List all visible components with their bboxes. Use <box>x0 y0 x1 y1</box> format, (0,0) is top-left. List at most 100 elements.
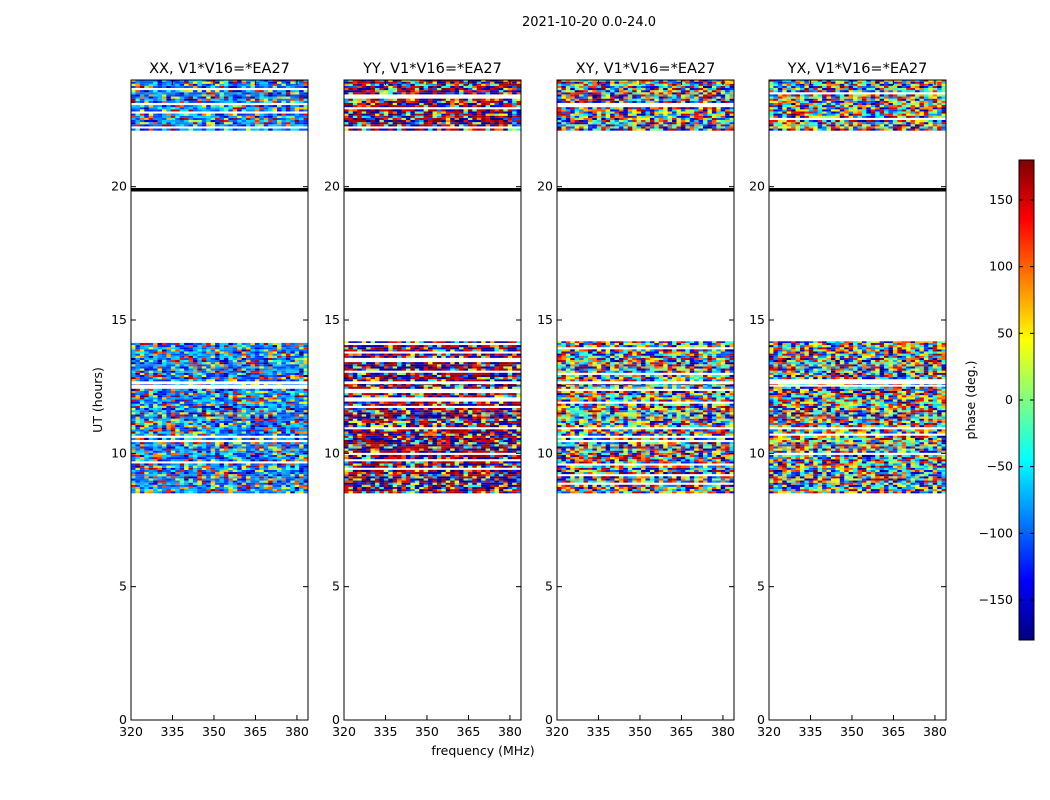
heatmap-cell <box>254 465 260 468</box>
heatmap-cell <box>285 459 291 462</box>
heatmap-cell <box>215 364 220 367</box>
heatmap-cell <box>179 480 185 483</box>
heatmap-cell <box>454 484 460 487</box>
heatmap-cell <box>272 96 278 99</box>
heatmap-cell <box>197 364 203 367</box>
heatmap-cell <box>463 480 469 483</box>
heatmap-cell <box>263 117 269 120</box>
heatmap-cell <box>215 397 220 400</box>
heatmap-cell <box>192 444 198 447</box>
heatmap-cell <box>357 461 362 464</box>
heatmap-cell <box>188 384 194 385</box>
heatmap-cell <box>454 461 460 464</box>
heatmap-cell <box>161 113 167 116</box>
heatmap-cell <box>188 472 194 475</box>
heatmap-cell <box>192 476 198 479</box>
heatmap-cell <box>246 366 251 369</box>
heatmap-cell <box>201 105 207 108</box>
heatmap-cell <box>179 368 185 371</box>
heatmap-cell <box>383 410 389 413</box>
heatmap-cell <box>459 416 464 419</box>
heatmap-cell <box>131 107 136 110</box>
heatmap-cell <box>290 342 296 346</box>
heatmap-cell <box>157 377 163 380</box>
heatmap-cell <box>374 469 380 472</box>
heatmap-cell <box>228 395 234 398</box>
heatmap-cell <box>228 122 234 125</box>
heatmap-cell <box>210 437 216 440</box>
heatmap-cell <box>366 486 371 490</box>
heatmap-cell <box>352 474 358 477</box>
heatmap-cell <box>281 418 287 421</box>
heatmap-cell <box>472 480 478 483</box>
heatmap-cell <box>139 377 145 380</box>
heatmap-cell <box>179 463 185 466</box>
heatmap-cell <box>294 342 300 346</box>
heatmap-cell <box>476 478 482 481</box>
heatmap-cell <box>215 357 220 360</box>
heatmap-cell <box>232 399 238 402</box>
heatmap-cell <box>237 478 242 481</box>
heatmap-cell <box>290 355 296 358</box>
heatmap-cell <box>379 486 385 490</box>
heatmap-cell <box>299 105 304 108</box>
heatmap-cell <box>361 461 367 464</box>
heatmap-cell <box>294 370 300 373</box>
heatmap-cell <box>161 92 167 95</box>
heatmap-cell <box>223 374 229 378</box>
heatmap-cell <box>263 122 269 125</box>
heatmap-cell <box>170 459 176 462</box>
heatmap-cell <box>352 433 358 436</box>
heatmap-cell <box>476 416 482 419</box>
heatmap-cell <box>259 444 265 447</box>
heatmap-cell <box>405 437 411 440</box>
heatmap-cell <box>379 403 385 406</box>
heatmap-cell <box>472 448 478 451</box>
heatmap-cell <box>388 472 393 475</box>
heatmap-cell <box>388 482 393 485</box>
heatmap-cell <box>277 412 282 415</box>
heatmap-cell <box>259 351 265 354</box>
heatmap-cell <box>294 397 300 400</box>
heatmap-cell <box>197 491 203 494</box>
heatmap-cell <box>272 478 278 481</box>
heatmap-cell <box>294 489 300 492</box>
heatmap-cell <box>246 364 251 367</box>
heatmap-cell <box>272 446 278 449</box>
heatmap-cell <box>485 486 491 490</box>
heatmap-cell <box>170 444 176 447</box>
heatmap-cell <box>405 461 411 464</box>
heatmap-cell <box>153 81 158 84</box>
heatmap-cell <box>210 459 216 462</box>
heatmap-cell <box>503 489 509 492</box>
heatmap-cell <box>201 90 207 93</box>
heatmap-cell <box>281 442 287 445</box>
heatmap-cell <box>161 467 167 470</box>
heatmap-cell <box>148 465 154 468</box>
heatmap-cell <box>512 440 517 443</box>
heatmap-cell <box>405 410 411 413</box>
heatmap-cell <box>228 422 234 426</box>
heatmap-cell <box>436 461 442 464</box>
heatmap-cell <box>397 444 402 447</box>
heatmap-cell <box>192 80 198 82</box>
heatmap-cell <box>157 408 163 411</box>
heatmap-cell <box>206 425 211 428</box>
heatmap-cell <box>476 491 482 494</box>
heatmap-cell <box>494 461 500 464</box>
heatmap-cell <box>219 433 225 436</box>
heatmap-cell <box>268 370 273 373</box>
heatmap-cell <box>503 457 509 460</box>
heatmap-cell <box>175 366 180 369</box>
y-tick-label: 15 <box>111 312 127 327</box>
heatmap-cell <box>450 491 455 494</box>
heatmap-cell <box>467 416 473 419</box>
heatmap-cell <box>472 474 478 477</box>
heatmap-cell <box>285 379 291 382</box>
heatmap-cell <box>215 408 220 411</box>
heatmap-cell <box>201 446 207 449</box>
heatmap-cell <box>246 467 251 470</box>
heatmap-cell <box>272 351 278 354</box>
heatmap-cell <box>246 117 251 120</box>
heatmap-cell <box>445 435 451 438</box>
